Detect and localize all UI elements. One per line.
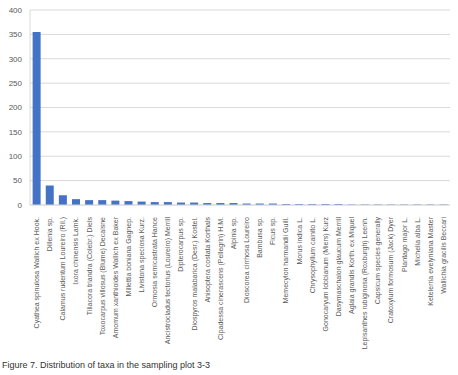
svg-text:Ketelerria evelyniana Master: Ketelerria evelyniana Master [427, 216, 435, 305]
svg-text:Diospyros malabarica (Desr.) K: Diospyros malabarica (Desr.) Kostel. [191, 217, 199, 331]
svg-text:Cyathea spinulosa Wallich ex H: Cyathea spinulosa Wallich ex Hook. [33, 217, 41, 328]
svg-text:Anisoptera costata Korthals: Anisoptera costata Korthals [204, 217, 212, 303]
svg-text:Plantago major L.: Plantago major L. [401, 217, 409, 272]
svg-text:250: 250 [9, 79, 23, 88]
svg-text:Tiliacora triandra (Colebr.) D: Tiliacora triandra (Colebr.) Diels [86, 217, 94, 316]
svg-text:350: 350 [9, 30, 23, 39]
svg-text:200: 200 [9, 103, 23, 112]
svg-text:Aglaia grandis Korth. ex Mique: Aglaia grandis Korth. ex Miquel [348, 217, 356, 314]
svg-text:Dioscorea cirrhosa Loureiro: Dioscorea cirrhosa Loureiro [243, 217, 250, 303]
svg-text:Wallichia gracilis Beccari: Wallichia gracilis Beccari [440, 217, 448, 294]
svg-text:Alpinia sp.: Alpinia sp. [230, 217, 238, 249]
svg-text:100: 100 [9, 152, 23, 161]
svg-text:Dipterocarpus sp.: Dipterocarpus sp. [177, 217, 185, 272]
svg-text:Dasymaschalon glaucum Merrill: Dasymaschalon glaucum Merrill [335, 217, 343, 317]
svg-text:Ficus sp.: Ficus sp. [269, 217, 277, 245]
svg-text:0: 0 [18, 201, 23, 210]
svg-text:Dillenia sp.: Dillenia sp. [46, 217, 54, 251]
svg-text:Ormosia semicastrata Hance: Ormosia semicastrata Hance [151, 217, 158, 307]
svg-text:Lepisanthes rubiginosa (Roxbur: Lepisanthes rubiginosa (Roxburgh) Leenh. [361, 217, 369, 349]
svg-text:Michelia alba L.: Michelia alba L. [414, 217, 421, 266]
svg-text:Memecylon harmandii Guill.: Memecylon harmandii Guill. [282, 217, 290, 303]
svg-text:400: 400 [9, 6, 23, 15]
svg-text:Calamus rudentum Loureiro (Ril: Calamus rudentum Loureiro (Ril.) [59, 217, 67, 320]
svg-text:Cipadessa cinerascens (Pellegr: Cipadessa cinerascens (Pellegrin) H.M. [217, 217, 225, 340]
svg-text:Millettia boniana Gagnep.: Millettia boniana Gagnep. [125, 217, 133, 296]
svg-text:50: 50 [13, 176, 22, 185]
html-text:Figure 7. Distribution of taxa: Figure 7. Distribution of taxa in the sa… [2, 360, 211, 370]
svg-text:Bambusa sp.: Bambusa sp. [256, 217, 264, 258]
svg-text:Capsicum species generally: Capsicum species generally [374, 217, 382, 305]
svg-text:Ixora chinensis Lamk.: Ixora chinensis Lamk. [72, 217, 79, 285]
svg-text:Livistona speciosa Kurz.: Livistona speciosa Kurz. [138, 217, 146, 293]
svg-text:Chrysophyllum cainito L.: Chrysophyllum cainito L. [309, 217, 317, 293]
svg-text:150: 150 [9, 128, 23, 137]
svg-text:Amomum xanthioides Wallich ex: Amomum xanthioides Wallich ex Baker [112, 216, 119, 338]
svg-text:300: 300 [9, 55, 23, 64]
svg-text:Toxocarpus villosus (Blume) De: Toxocarpus villosus (Blume) Decaisne [99, 217, 107, 335]
svg-text:Cratoxylum formosum (Jack) Dye: Cratoxylum formosum (Jack) Dyer [387, 216, 395, 323]
svg-text:Morus indica L.: Morus indica L. [296, 217, 303, 265]
svg-text:Gonocaryum lobbianum (Miers) K: Gonocaryum lobbianum (Miers) Kurz [322, 217, 330, 332]
svg-text:Ancistrocladus tectorius (Lour: Ancistrocladus tectorius (Loureiro) Merr… [164, 217, 172, 345]
